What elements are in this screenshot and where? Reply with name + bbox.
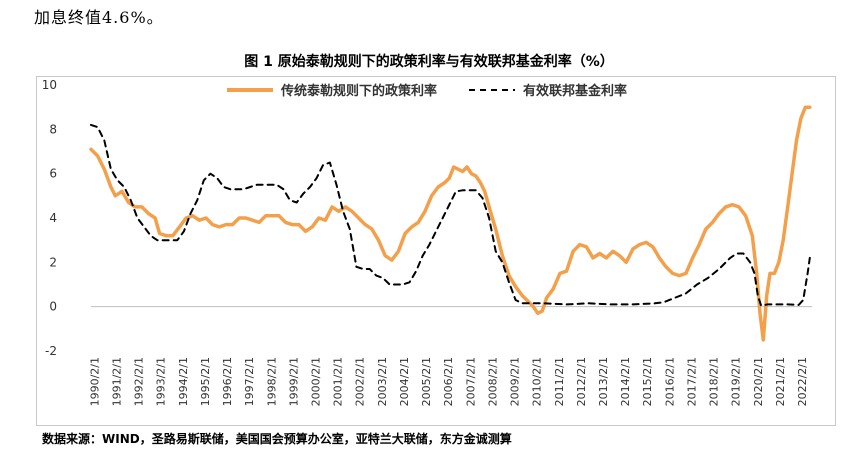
x-tick-label: 1995/2/1 bbox=[199, 357, 212, 406]
x-tick-label: 2011/2/1 bbox=[553, 357, 566, 406]
x-tick-label: 1996/2/1 bbox=[221, 357, 234, 406]
legend-label: 传统泰勒规则下的政策利率 bbox=[280, 83, 437, 99]
series-line-effective-ffr bbox=[90, 123, 811, 307]
x-tick-label: 1993/2/1 bbox=[155, 357, 168, 406]
x-tick-label: 1991/2/1 bbox=[110, 357, 123, 406]
y-tick-label: 4 bbox=[49, 211, 57, 225]
x-tick-label: 2012/2/1 bbox=[575, 357, 588, 406]
x-tick-label: 1990/2/1 bbox=[88, 357, 101, 406]
y-tick-label: 2 bbox=[49, 255, 57, 269]
x-tick-label: 2002/2/1 bbox=[354, 357, 367, 406]
x-tick-label: 2018/2/1 bbox=[708, 357, 721, 406]
y-tick-label: -2 bbox=[45, 344, 57, 358]
x-tick-label: 2004/2/1 bbox=[398, 357, 411, 406]
intro-text: 加息终值4.6%。 bbox=[34, 8, 164, 27]
y-tick-label: 8 bbox=[49, 122, 57, 136]
x-tick-label: 2000/2/1 bbox=[309, 357, 322, 406]
x-tick-label: 1992/2/1 bbox=[133, 357, 146, 406]
x-tick-label: 2009/2/1 bbox=[509, 357, 522, 406]
x-tick-label: 2021/2/1 bbox=[774, 357, 787, 406]
x-tick-label: 2005/2/1 bbox=[420, 357, 433, 406]
x-tick-label: 2014/2/1 bbox=[619, 357, 632, 406]
series-line-taylor-rule bbox=[89, 105, 812, 342]
source-text: 数据来源：WIND，圣路易斯联储，美国国会预算办公室，亚特兰大联储，东方金诚测算 bbox=[42, 432, 512, 446]
x-tick-label: 1998/2/1 bbox=[265, 357, 278, 406]
x-tick-label: 2008/2/1 bbox=[486, 357, 499, 406]
x-tick-label: 2001/2/1 bbox=[332, 357, 345, 406]
x-tick-label: 2022/2/1 bbox=[796, 357, 809, 406]
y-tick-label: 0 bbox=[49, 300, 57, 314]
x-tick-label: 2013/2/1 bbox=[597, 357, 610, 406]
x-tick-label: 1994/2/1 bbox=[177, 357, 190, 406]
x-tick-label: 2007/2/1 bbox=[464, 357, 477, 406]
chart-frame: -2 0 2 4 6 8 10 1990/2/1 1991/2/1 1992/2/1 1993/2/… bbox=[36, 76, 836, 426]
x-tick-label: 1997/2/1 bbox=[243, 357, 256, 406]
x-tick-label: 2010/2/1 bbox=[531, 357, 544, 406]
x-tick-label: 2003/2/1 bbox=[376, 357, 389, 406]
x-tick-label: 2015/2/1 bbox=[641, 357, 654, 406]
x-tick-label: 2016/2/1 bbox=[663, 357, 676, 406]
x-tick-label: 2019/2/1 bbox=[730, 357, 743, 406]
legend-label: 有效联邦基金利率 bbox=[523, 83, 627, 99]
chart-plot: -2 0 2 4 6 8 10 1990/2/1 1991/2/1 1992/2/1 1993/2/… bbox=[42, 78, 812, 406]
y-tick-label: 6 bbox=[49, 167, 57, 181]
x-tick-label: 2006/2/1 bbox=[442, 357, 455, 406]
chart-title: 图 1 原始泰勒规则下的政策利率与有效联邦基金利率（%） bbox=[244, 54, 614, 70]
y-tick-label: 10 bbox=[42, 78, 57, 92]
x-tick-label: 1999/2/1 bbox=[287, 357, 300, 406]
x-tick-label: 2020/2/1 bbox=[752, 357, 765, 406]
x-tick-label: 2017/2/1 bbox=[685, 357, 698, 406]
